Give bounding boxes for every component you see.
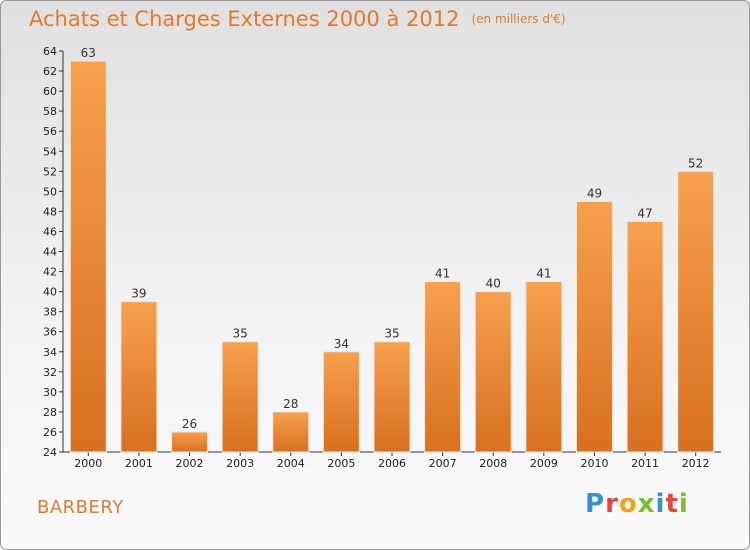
bar-2011 xyxy=(626,220,664,453)
x-tick-label-2012: 2012 xyxy=(682,457,710,470)
bar-2008 xyxy=(474,291,512,453)
value-label-2007: 41 xyxy=(435,267,450,281)
x-tick-label-2000: 2000 xyxy=(74,457,102,470)
location-name: BARBERY xyxy=(37,497,124,518)
value-label-2004: 28 xyxy=(283,397,298,411)
y-tick-label: 42 xyxy=(43,266,57,279)
value-label-2002: 26 xyxy=(182,417,197,431)
y-tick-label: 46 xyxy=(43,225,57,238)
bar-2003 xyxy=(221,341,259,453)
x-tick-label-2005: 2005 xyxy=(327,457,355,470)
y-tick-label: 64 xyxy=(43,45,57,58)
value-label-2001: 39 xyxy=(131,287,146,301)
y-tick-label: 58 xyxy=(43,105,57,118)
value-label-2000: 63 xyxy=(81,46,96,60)
y-tick-label: 50 xyxy=(43,185,57,198)
proxiti-logo: Proxiti xyxy=(585,489,689,519)
value-label-2006: 35 xyxy=(384,327,399,341)
y-tick-label: 34 xyxy=(43,346,57,359)
y-tick-label: 30 xyxy=(43,386,57,399)
bar-2012 xyxy=(677,170,715,453)
y-tick-label: 62 xyxy=(43,65,57,78)
y-tick-label: 24 xyxy=(43,446,57,459)
bar-2004 xyxy=(272,411,310,453)
x-tick-label-2006: 2006 xyxy=(378,457,406,470)
x-tick-label-2003: 2003 xyxy=(226,457,254,470)
value-label-2005: 34 xyxy=(334,337,349,351)
value-label-2008: 40 xyxy=(486,277,501,291)
y-tick-label: 56 xyxy=(43,125,57,138)
bar-2002 xyxy=(171,431,209,453)
x-tick-label-2011: 2011 xyxy=(631,457,659,470)
value-label-2010: 49 xyxy=(587,186,602,200)
y-tick-label: 48 xyxy=(43,205,57,218)
x-tick-label-2009: 2009 xyxy=(530,457,558,470)
y-tick-label: 32 xyxy=(43,366,57,379)
x-tick-label-2007: 2007 xyxy=(429,457,457,470)
bar-2001 xyxy=(120,301,158,453)
y-tick-label: 40 xyxy=(43,286,57,299)
y-tick-label: 26 xyxy=(43,426,57,439)
bar-2005 xyxy=(322,351,360,453)
x-tick-label-2008: 2008 xyxy=(479,457,507,470)
chart-title: Achats et Charges Externes 2000 à 2012 (e… xyxy=(29,7,566,31)
value-label-2009: 41 xyxy=(536,267,551,281)
y-tick-label: 38 xyxy=(43,306,57,319)
bar-2010 xyxy=(575,200,613,453)
x-tick-label-2010: 2010 xyxy=(580,457,608,470)
unit-label: (en milliers d'€) xyxy=(471,12,566,26)
x-tick-label-2004: 2004 xyxy=(277,457,305,470)
value-label-2003: 35 xyxy=(233,327,248,341)
y-tick-label: 52 xyxy=(43,165,57,178)
y-tick-label: 54 xyxy=(43,145,57,158)
value-label-2012: 52 xyxy=(688,156,703,170)
y-tick-label: 36 xyxy=(43,326,57,339)
x-tick-label-2002: 2002 xyxy=(176,457,204,470)
y-tick-label: 44 xyxy=(43,246,57,259)
value-label-2011: 47 xyxy=(637,206,652,220)
bar-2007 xyxy=(424,281,462,453)
bar-2000 xyxy=(69,60,107,453)
y-tick-label: 60 xyxy=(43,85,57,98)
y-tick-label: 28 xyxy=(43,406,57,419)
bar-2009 xyxy=(525,281,563,453)
bar-2006 xyxy=(373,341,411,453)
x-tick-label-2001: 2001 xyxy=(125,457,153,470)
